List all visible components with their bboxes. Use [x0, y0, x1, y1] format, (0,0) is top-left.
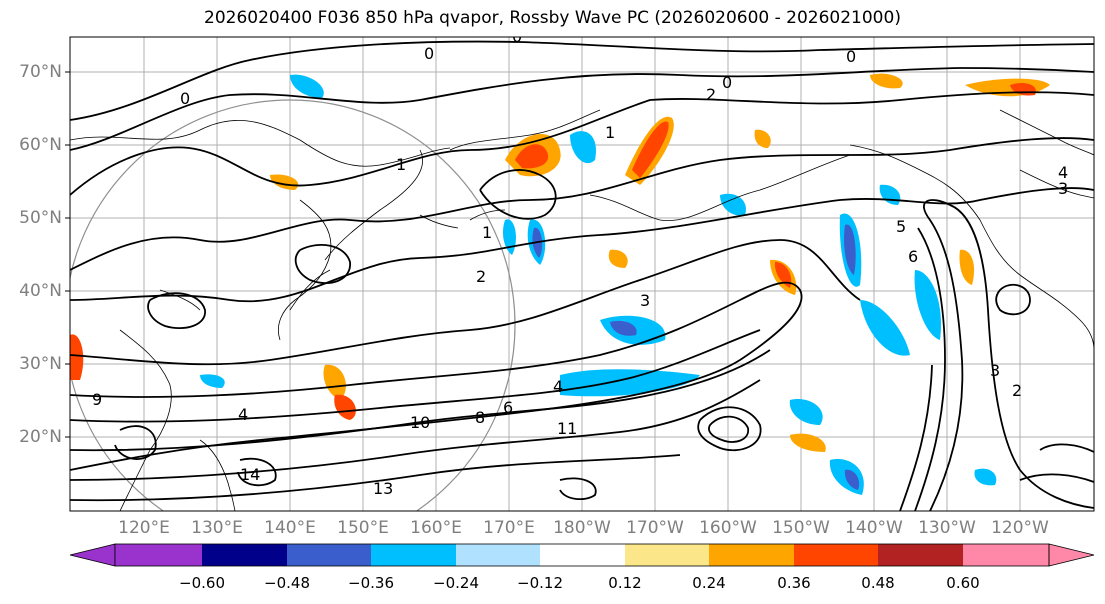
colorbar-bin	[709, 544, 794, 566]
lon-label: 170°W	[626, 518, 684, 538]
contour-lines	[70, 40, 1094, 511]
contour-label: 2	[706, 85, 716, 104]
lon-label: 140°W	[845, 518, 903, 538]
lon-label: 120°E	[118, 518, 170, 538]
lon-label: 130°W	[918, 518, 976, 538]
contour-label: 6	[503, 398, 513, 417]
colorbar-tick-label: 0.60	[946, 574, 980, 592]
colorbar-tick-label: 0.12	[608, 574, 642, 592]
contour-label: 2	[476, 267, 486, 286]
contour-label: 4	[238, 405, 248, 424]
colorbar-extend-high	[1048, 543, 1095, 567]
contour-label: 3	[1058, 179, 1068, 198]
axis-ticks	[65, 71, 70, 438]
colorbar-bin	[963, 544, 1049, 566]
colorbar-tick-label: 0.36	[777, 574, 811, 592]
colorbar-tick-label: −0.60	[179, 574, 225, 592]
contour-label: 1	[605, 123, 615, 142]
lon-label: 150°W	[772, 518, 830, 538]
contour-label: 0	[846, 47, 856, 66]
contour-label: 6	[908, 247, 918, 266]
contour-label: 1	[482, 223, 492, 242]
colorbar-tick-label: −0.12	[517, 574, 563, 592]
anomaly-fills	[70, 73, 1050, 495]
contour-label: 4	[553, 377, 563, 396]
contour-label: 5	[896, 217, 906, 236]
lat-label: 50°N	[19, 208, 62, 228]
lat-label: 60°N	[19, 135, 62, 155]
colorbar-bin	[456, 544, 540, 566]
contour-label: 9	[92, 390, 102, 409]
lat-label: 30°N	[19, 354, 62, 374]
colorbar-bin	[371, 544, 456, 566]
map-title: 2026020400 F036 850 hPa qvapor, Rossby W…	[204, 8, 901, 28]
lat-label: 70°N	[19, 62, 62, 82]
lat-label: 40°N	[19, 281, 62, 301]
colorbar-tick-label: −0.36	[348, 574, 394, 592]
lon-label: 180°W	[553, 518, 611, 538]
lon-label: 170°E	[483, 518, 535, 538]
colorbar-bin	[540, 544, 625, 566]
lon-label: 120°W	[991, 518, 1049, 538]
contour-label: 0	[512, 27, 522, 46]
contour-label: 2	[1012, 381, 1022, 400]
contour-label: 0	[424, 44, 434, 63]
contour-label: 3	[990, 361, 1000, 380]
colorbar-bin	[625, 544, 709, 566]
contour-label: 0	[722, 73, 732, 92]
map-frame	[69, 36, 1095, 512]
colorbar-tick-label: 0.24	[692, 574, 726, 592]
colorbar-bin	[794, 544, 878, 566]
contour-label: 14	[240, 465, 260, 484]
contour-label: 13	[373, 479, 393, 498]
graticule	[70, 37, 1094, 511]
colorbar-bin	[202, 544, 287, 566]
colorbar-bin	[287, 544, 371, 566]
coastlines	[70, 109, 1094, 511]
colorbar-tick-label: −0.24	[433, 574, 479, 592]
contour-label: 10	[410, 413, 430, 432]
contour-label: 0	[180, 89, 190, 108]
lon-label: 130°E	[191, 518, 243, 538]
colorbar-frame	[114, 543, 1050, 567]
contour-label: 4	[1058, 163, 1068, 182]
colorbar-tick-label: −0.48	[264, 574, 310, 592]
colorbar	[69, 543, 1095, 567]
region-circle	[70, 99, 516, 511]
contour-label: 8	[475, 408, 485, 427]
lon-label: 160°E	[410, 518, 462, 538]
colorbar-bin	[878, 544, 963, 566]
lat-label: 20°N	[19, 427, 62, 447]
contour-label: 3	[640, 291, 650, 310]
colorbar-tick-label: 0.48	[861, 574, 895, 592]
contour-label-group: 0 0 0 0 0 1 1 1 2 2 3 3 4 4 4 6 8 9 10 1…	[92, 27, 1068, 498]
lon-label: 150°E	[337, 518, 389, 538]
contour-label: 1	[396, 155, 406, 174]
lon-label: 160°W	[699, 518, 757, 538]
lon-label: 140°E	[264, 518, 316, 538]
colorbar-bin	[115, 544, 202, 566]
colorbar-extend-low	[69, 543, 116, 567]
contour-label: 11	[557, 419, 577, 438]
